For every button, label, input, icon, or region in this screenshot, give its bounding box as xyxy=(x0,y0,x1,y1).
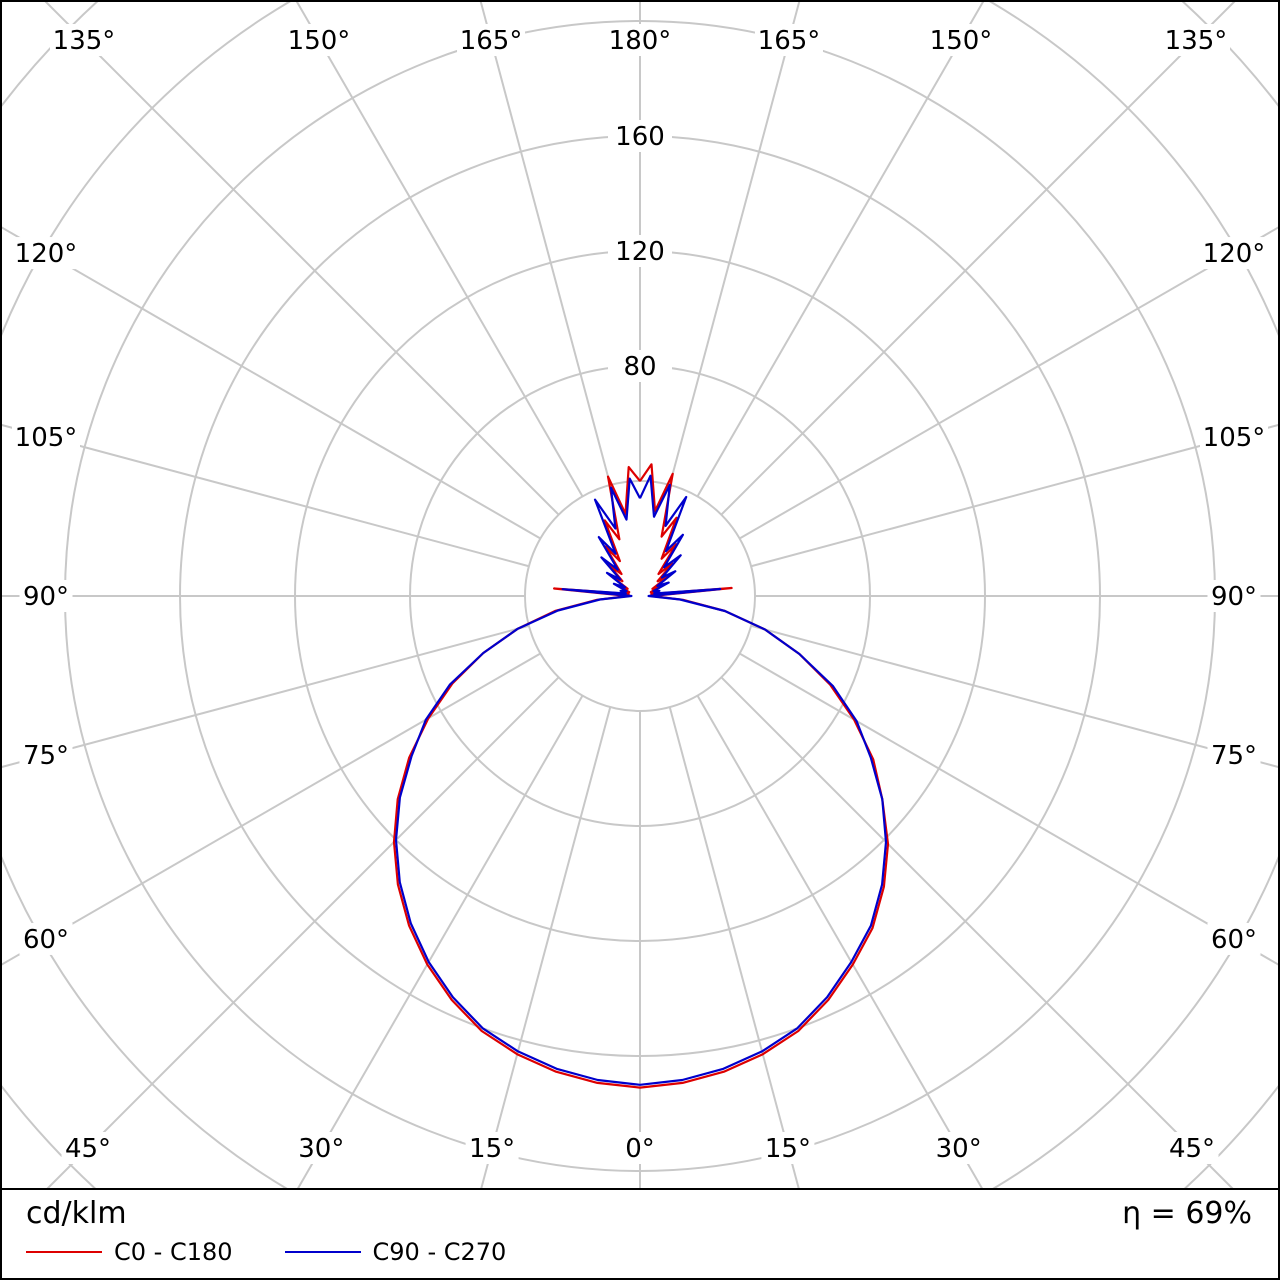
svg-text:90°: 90° xyxy=(23,582,69,612)
svg-text:45°: 45° xyxy=(65,1134,111,1164)
svg-text:105°: 105° xyxy=(1203,423,1266,453)
legend-item-c90: C90 - C270 xyxy=(284,1238,507,1266)
legend-swatch-c0-c180 xyxy=(26,1251,102,1253)
polar-chart: 80 120 160 165° 150° 135° 120° 105° 90° 75° 60° 45°… xyxy=(2,2,1278,1190)
svg-text:165°: 165° xyxy=(460,26,523,56)
svg-text:120°: 120° xyxy=(1203,239,1266,269)
svg-text:160: 160 xyxy=(615,122,665,152)
svg-text:165°: 165° xyxy=(758,26,821,56)
svg-text:45°: 45° xyxy=(1169,1134,1215,1164)
svg-text:15°: 15° xyxy=(469,1134,515,1164)
svg-text:30°: 30° xyxy=(298,1134,344,1164)
legend-swatch-c90-c270 xyxy=(284,1251,361,1253)
svg-text:15°: 15° xyxy=(765,1134,811,1164)
svg-text:0°: 0° xyxy=(625,1134,655,1164)
svg-text:150°: 150° xyxy=(930,26,993,56)
svg-text:120: 120 xyxy=(615,237,665,267)
svg-text:60°: 60° xyxy=(1211,925,1257,955)
svg-text:75°: 75° xyxy=(23,741,69,771)
svg-text:150°: 150° xyxy=(288,26,351,56)
svg-text:90°: 90° xyxy=(1211,582,1257,612)
legend-label-c90-c270: C90 - C270 xyxy=(372,1238,507,1266)
svg-text:30°: 30° xyxy=(936,1134,982,1164)
efficiency-label: η = 69% xyxy=(1122,1196,1252,1231)
legend-label-c0-c180: C0 - C180 xyxy=(114,1238,233,1266)
svg-text:105°: 105° xyxy=(15,423,78,453)
svg-text:135°: 135° xyxy=(1165,26,1228,56)
legend-item-c0: C0 - C180 xyxy=(26,1238,233,1266)
svg-text:135°: 135° xyxy=(53,26,116,56)
svg-text:180°: 180° xyxy=(609,26,672,56)
footer: cd/klm η = 69% C0 - C180 C90 - C270 xyxy=(2,1190,1278,1276)
svg-text:75°: 75° xyxy=(1211,741,1257,771)
unit-label: cd/klm xyxy=(26,1196,127,1231)
svg-text:120°: 120° xyxy=(15,239,78,269)
svg-text:60°: 60° xyxy=(23,925,69,955)
legend: C0 - C180 C90 - C270 xyxy=(26,1238,506,1266)
svg-text:80: 80 xyxy=(623,352,656,382)
